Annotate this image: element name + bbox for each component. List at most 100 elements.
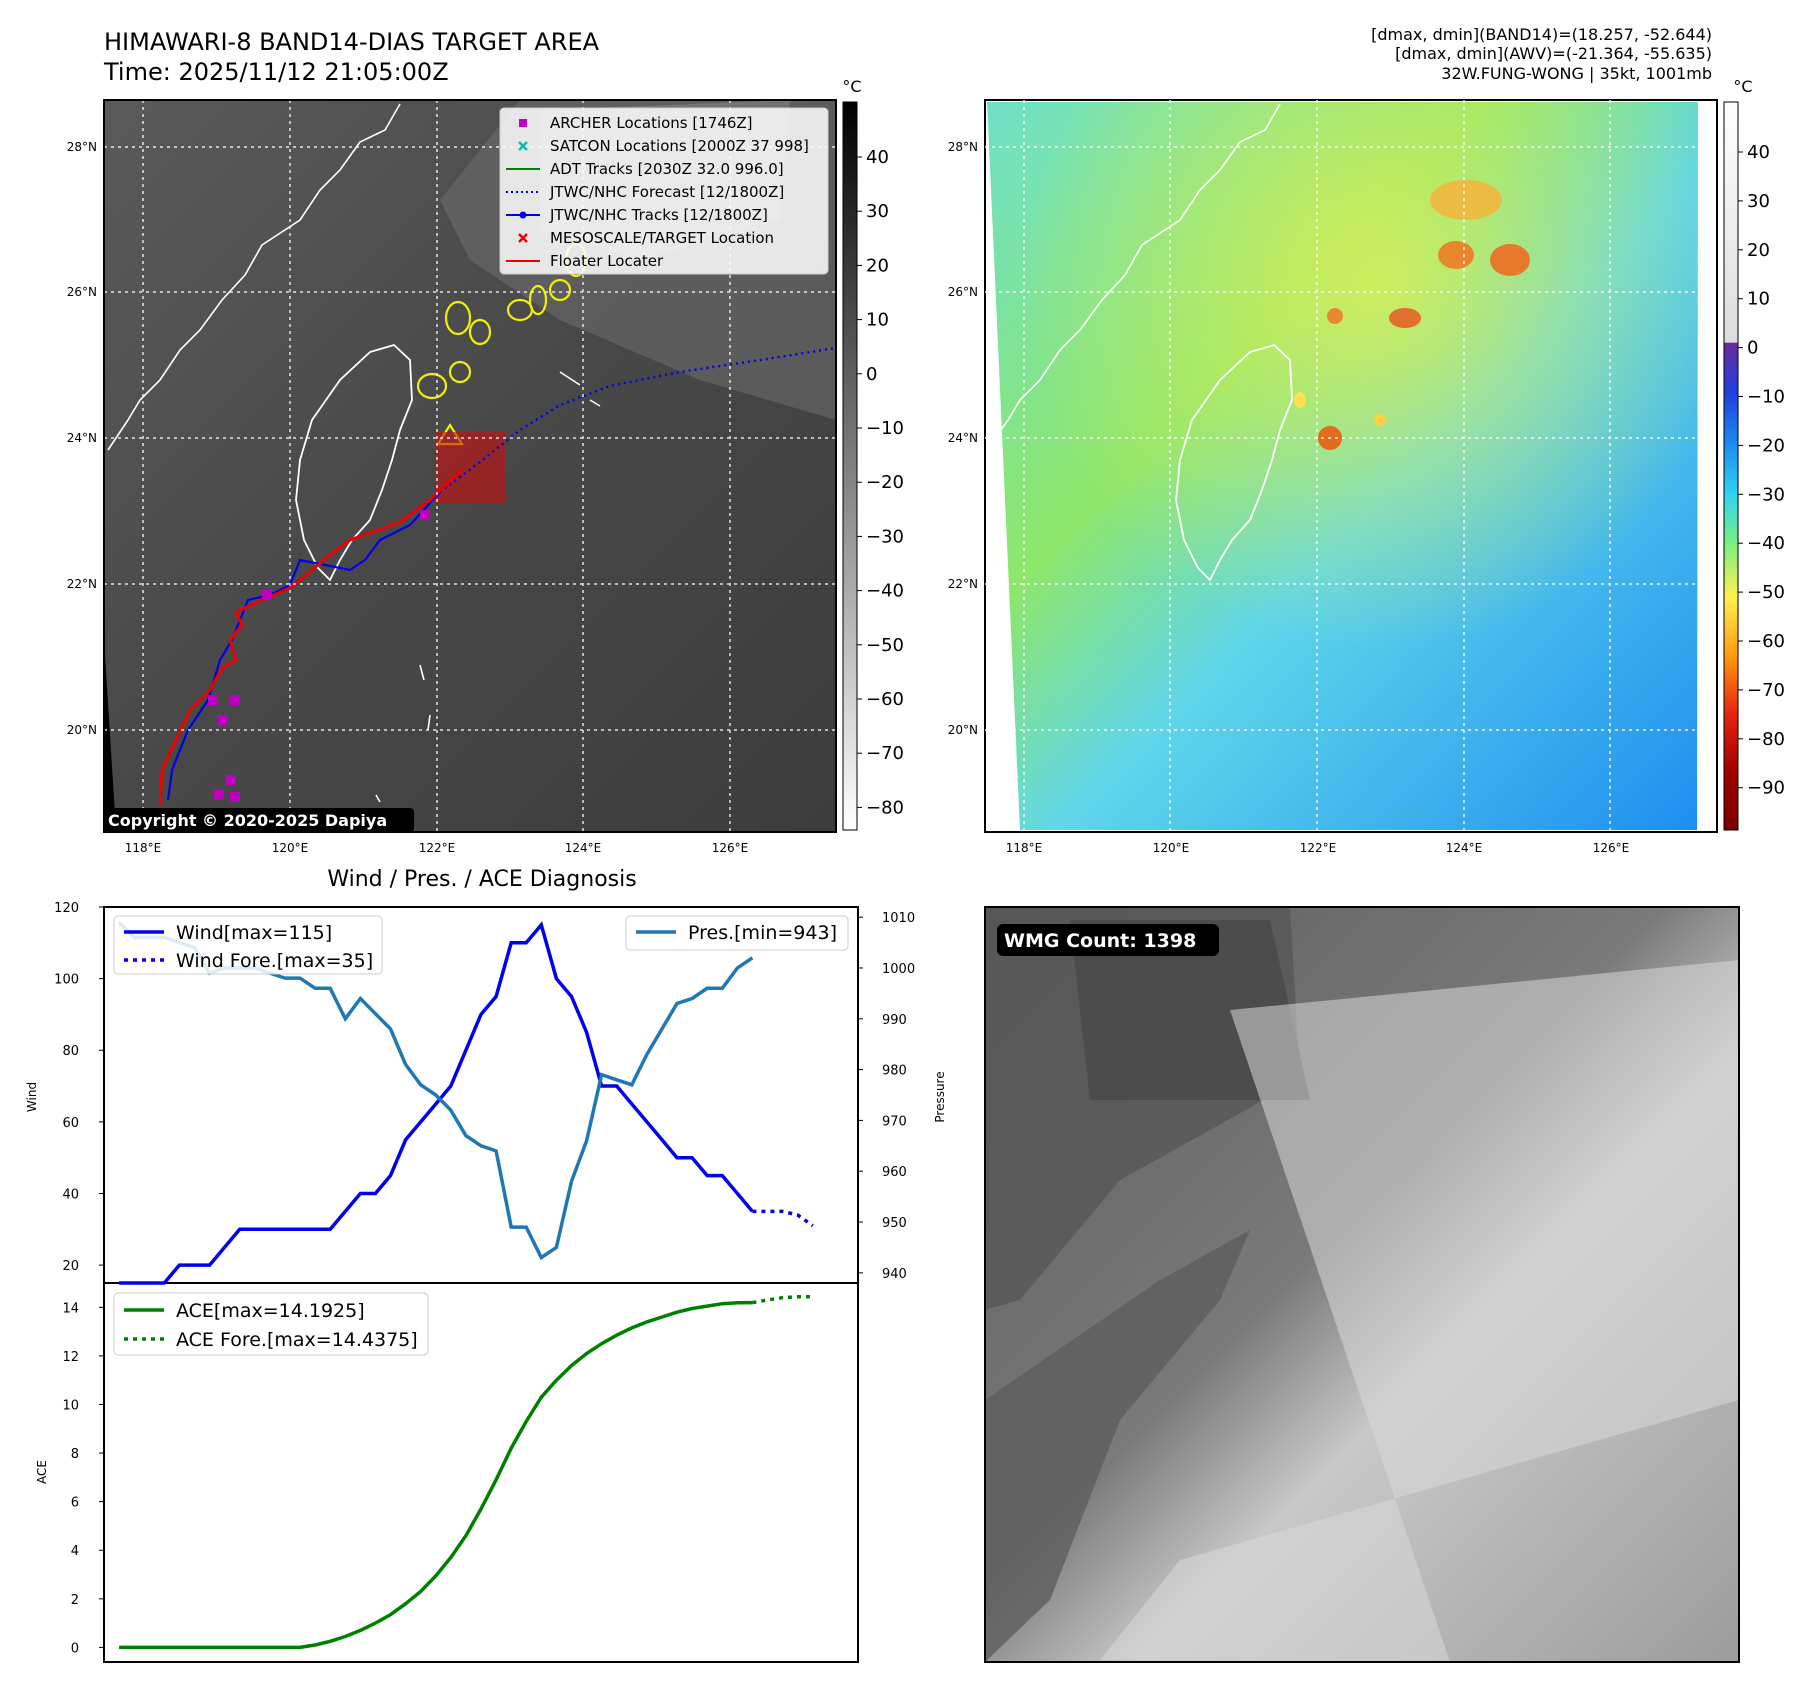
awv-colorbar [1723, 101, 1739, 831]
legend-marker-square [519, 119, 527, 127]
awv-lat-label: 28°N [948, 140, 978, 154]
wind-legend [113, 915, 383, 975]
ace-legend [113, 1292, 429, 1356]
awv-lon-label: 122°E [1300, 841, 1337, 855]
awv-lat-labels: 28°N 26°N 24°N 22°N 20°N [948, 140, 978, 737]
pressure-tick-label: 990 [882, 1013, 907, 1028]
series-line-ace-fore- [752, 1294, 813, 1305]
wmg-frame [984, 906, 1740, 1663]
ace-tick-label: 0 [71, 1641, 79, 1656]
ir-islands [375, 371, 601, 803]
awv-colorbar-ticks: 40 30 20 10 0 −10 −20 −30 −40 −50 −60 −70 −80 −90 [1738, 142, 1785, 799]
pressure-axis-label: Pressure [933, 1071, 947, 1122]
pressure-tick-label: 950 [882, 1216, 907, 1231]
ace-ticks: 0 2 4 6 8 10 12 14 [62, 1301, 104, 1656]
awv-lat-label: 22°N [948, 577, 978, 591]
ace-axis-label: ACE [35, 1460, 49, 1484]
ir-lat-label: 28°N [67, 140, 97, 154]
ir-colorbar-tick-label: −60 [866, 689, 904, 710]
ir-lon-label: 120°E [272, 841, 309, 855]
awv-colorbar-tick-label: −70 [1747, 680, 1785, 701]
ir-taiwan-outline [295, 343, 413, 582]
pressure-tick-label: 960 [882, 1165, 907, 1180]
ir-lat-label: 26°N [67, 285, 97, 299]
awv-lon-label: 126°E [1593, 841, 1630, 855]
ace-tick-label: 8 [71, 1447, 79, 1462]
awv-colorbar-tick-label: −60 [1747, 631, 1785, 652]
pressure-legend-label: Pres.[min=943] [688, 922, 837, 944]
ir-colorbar-tick-label: −50 [866, 635, 904, 656]
ir-lon-label: 124°E [565, 841, 602, 855]
ir-colorbar [842, 101, 858, 831]
awv-colorbar-tick-label: −50 [1747, 582, 1785, 603]
figure-title: HIMAWARI-8 BAND14-DIAS TARGET AREA [104, 28, 600, 56]
ir-colorbar-tick-label: 20 [866, 255, 889, 276]
legend-label: JTWC/NHC Tracks [12/1800Z] [549, 206, 768, 224]
copyright-text: Copyright © 2020-2025 Dapiya [108, 811, 387, 830]
pressure-tick-label: 940 [882, 1267, 907, 1282]
ace-tick-label: 12 [62, 1350, 79, 1365]
pressure-tick-label: 1000 [882, 962, 915, 977]
ir-lon-labels: 118°E 120°E 122°E 124°E 126°E [125, 841, 749, 855]
awv-colorbar-tick-label: 0 [1747, 338, 1758, 359]
wmg-badge [997, 924, 1219, 956]
info-awv: [dmax, dmin](AWV)=(-21.364, -55.635) [1395, 44, 1712, 63]
legend-label: SATCON Locations [2000Z 37 998] [550, 137, 809, 155]
ir-lat-labels: 28°N 26°N 24°N 22°N 20°N [67, 140, 97, 737]
ir-map-nodata [104, 640, 116, 830]
ace-tick-label: 6 [71, 1496, 79, 1511]
ace-series [119, 1294, 813, 1650]
awv-colorbar-tick-label: −20 [1747, 435, 1785, 456]
wmg-dark-patch [985, 1230, 1250, 1662]
ace-tick-label: 4 [71, 1544, 79, 1559]
awv-map-panel: 118°E 120°E 122°E 124°E 126°E 28°N 26°N 24°N 22… [948, 77, 1785, 855]
wind-tick-label: 40 [62, 1187, 79, 1202]
awv-colorbar-unit: °C [1733, 77, 1752, 96]
series-line-wind-fore- [752, 1209, 814, 1228]
awv-colorbar-tick-label: −30 [1747, 484, 1785, 505]
awv-colorbar-tick-label: −90 [1747, 778, 1785, 799]
legend-marker-x [518, 141, 528, 151]
floater-locater-track [158, 468, 464, 806]
wind-tick-label: 60 [62, 1116, 79, 1131]
awv-colorbar-tick-label: 40 [1747, 142, 1770, 163]
pressure-tick-label: 970 [882, 1114, 907, 1129]
series-line-ace [119, 1300, 753, 1650]
ir-colorbar-unit: °C [842, 77, 861, 96]
awv-lon-labels: 118°E 120°E 122°E 124°E 126°E [1006, 841, 1630, 855]
target-area-box [435, 432, 506, 504]
pressure-legend [625, 915, 849, 951]
wind-tick-label: 20 [62, 1259, 79, 1274]
awv-colorbar-tick-label: −40 [1747, 533, 1785, 554]
ir-lon-label: 122°E [419, 841, 456, 855]
info-storm: 32W.FUNG-WONG | 35kt, 1001mb [1441, 64, 1712, 83]
awv-china-coast [989, 103, 1281, 446]
jtwc-history-track [166, 491, 441, 801]
ir-lon-label: 126°E [712, 841, 749, 855]
awv-colorbar-tick-label: −10 [1747, 387, 1785, 408]
ace-tick-label: 10 [62, 1398, 79, 1413]
legend-marker-dot [519, 211, 527, 219]
ir-map-frame [103, 99, 837, 833]
ir-colorbar-tick-label: −70 [866, 743, 904, 764]
ace-fore-legend-label: ACE Fore.[max=14.4375] [176, 1329, 418, 1351]
ir-colorbar-tick-label: 10 [866, 310, 889, 331]
awv-moisture-band [987, 102, 1698, 830]
ace-tick-label: 14 [62, 1301, 79, 1316]
wind-ticks: 20 40 60 80 100 120 [54, 901, 104, 1274]
ace-legend-label: ACE[max=14.1925] [176, 1300, 365, 1322]
ir-lat-label: 24°N [67, 431, 97, 445]
ir-map-panel: Copyright © 2020-2025 Dapiya ARCHER Loca… [67, 77, 904, 855]
ir-colorbar-tick-label: −20 [866, 472, 904, 493]
ir-colorbar-tick-label: 40 [866, 147, 889, 168]
wind-axis-label: Wind [25, 1082, 39, 1112]
ir-colorbar-tick-label: 30 [866, 201, 889, 222]
awv-taiwan-outline [1175, 343, 1293, 582]
ir-colorbar-tick-label: −40 [866, 581, 904, 602]
ir-lat-label: 20°N [67, 723, 97, 737]
ir-china-coast [107, 103, 401, 451]
legend-label: ARCHER Locations [1746Z] [550, 114, 753, 132]
awv-lon-label: 124°E [1446, 841, 1483, 855]
legend-label: ADT Tracks [2030Z 32.0 996.0] [550, 160, 784, 178]
copyright-badge [104, 808, 414, 832]
